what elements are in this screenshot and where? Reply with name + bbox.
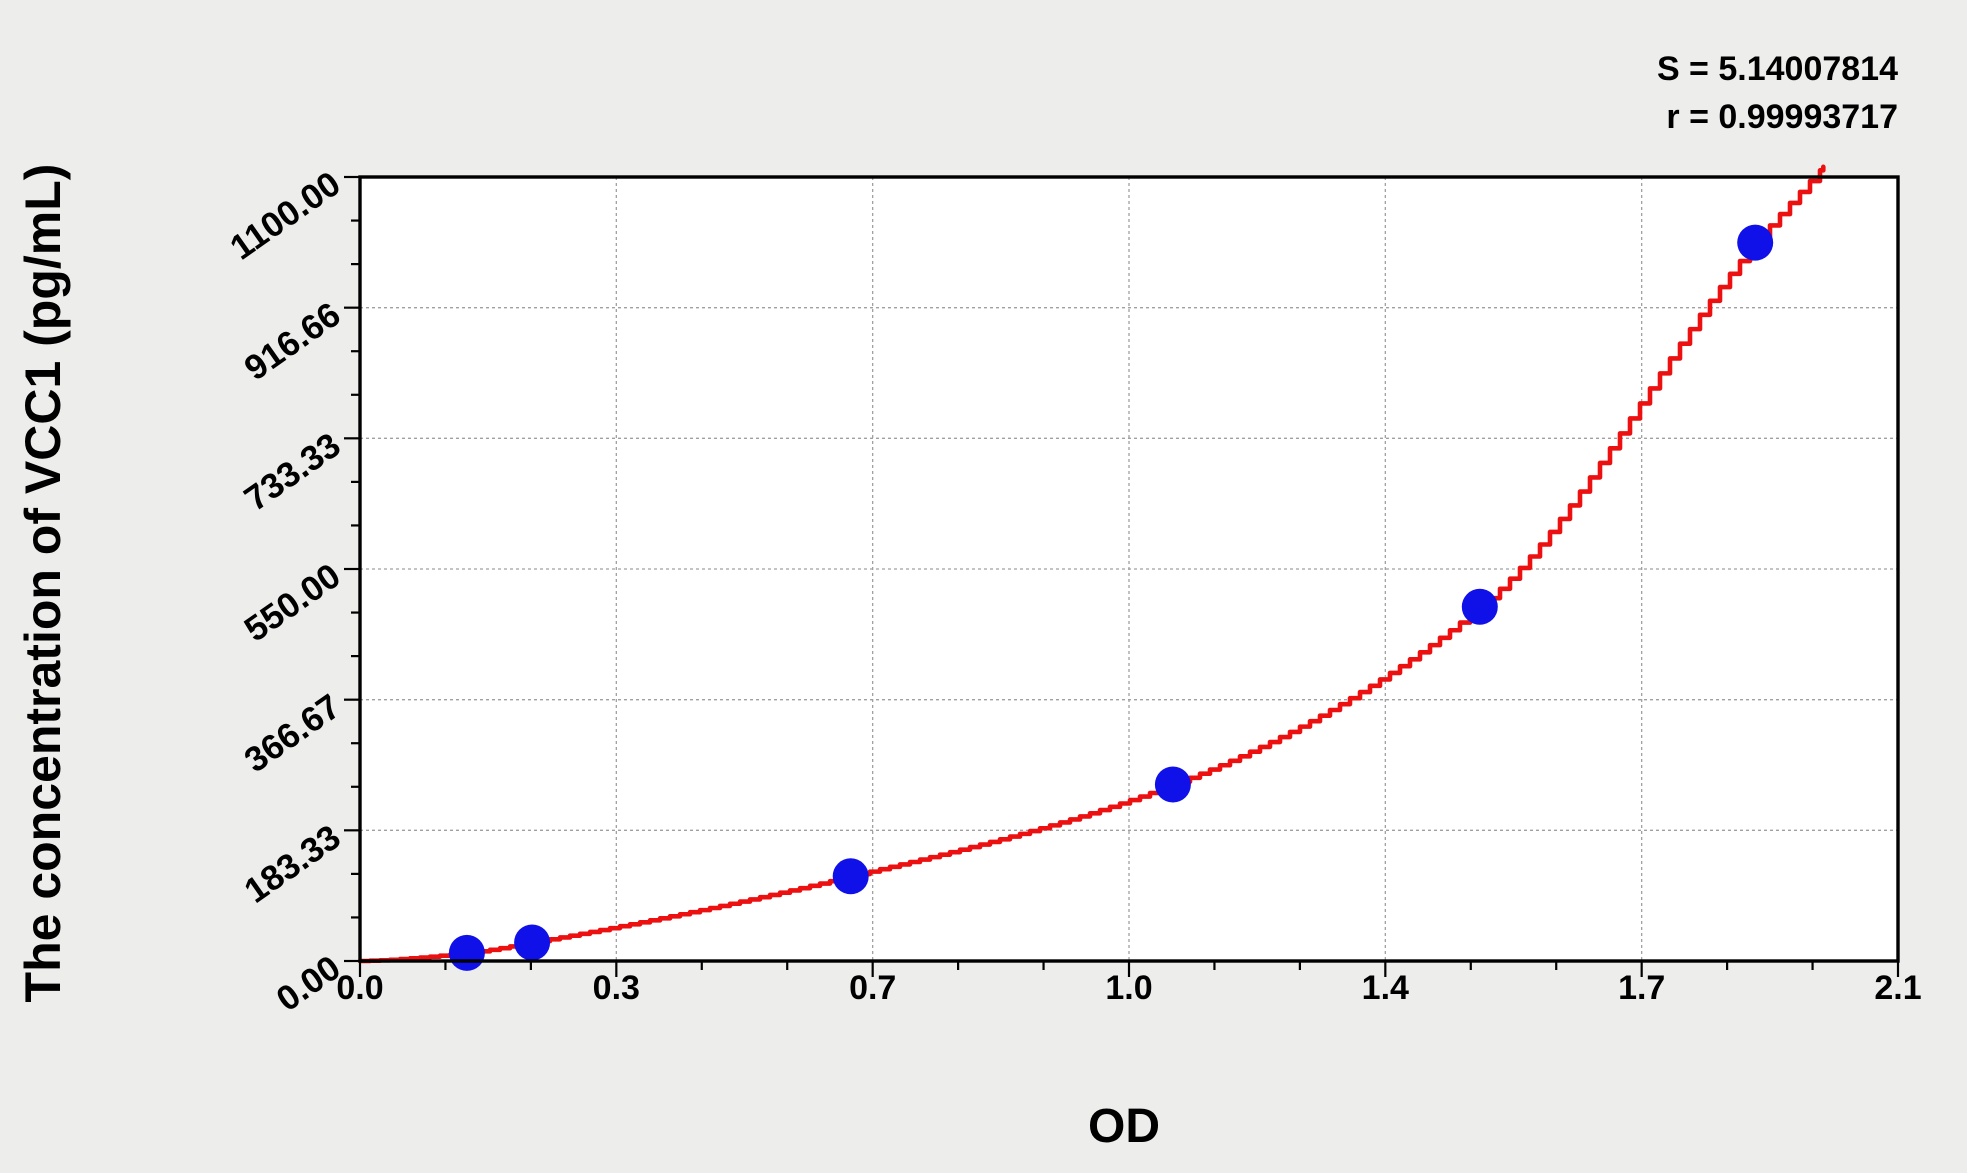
svg-text:r = 0.99993717: r = 0.99993717: [1666, 98, 1898, 136]
svg-text:1.4: 1.4: [1362, 969, 1409, 1007]
svg-text:2.1: 2.1: [1874, 969, 1921, 1007]
svg-text:The concentration of VCC1 (pg/: The concentration of VCC1 (pg/mL): [15, 164, 71, 1003]
svg-text:0.3: 0.3: [593, 969, 640, 1007]
svg-text:1.0: 1.0: [1105, 969, 1152, 1007]
svg-text:1.7: 1.7: [1618, 969, 1665, 1007]
svg-text:S = 5.14007814: S = 5.14007814: [1657, 50, 1898, 88]
svg-text:OD: OD: [1088, 1100, 1160, 1153]
svg-text:0.7: 0.7: [849, 969, 896, 1007]
